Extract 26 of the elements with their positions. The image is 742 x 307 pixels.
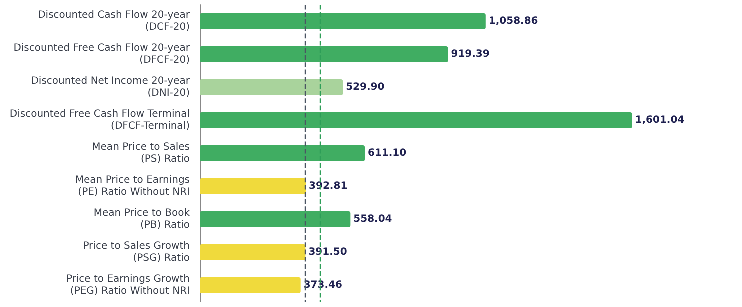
data-label: 611.10: [368, 148, 407, 159]
data-label: 391.50: [308, 247, 348, 258]
y-tick-label: Discounted Free Cash Flow Terminal (DFCF-Terminal): [10, 109, 190, 132]
data-label: 373.46: [304, 280, 342, 291]
y-tick-label: Discounted Net Income 20-year (DNI-20): [31, 76, 191, 99]
y-tick-label: Discounted Cash Flow 20-year (DCF-20): [38, 10, 191, 33]
y-tick-label: Mean Price to Sales (PS) Ratio: [92, 142, 190, 165]
bar: [200, 46, 448, 62]
bar: [200, 14, 486, 30]
y-tick-label: Price to Earnings Growth (PEG) Ratio Without NRI: [66, 274, 190, 297]
data-label: 529.90: [346, 82, 385, 93]
y-tick-label: Mean Price to Book (PB) Ratio: [94, 208, 190, 231]
bar: [200, 278, 301, 294]
bar: [200, 244, 306, 260]
bar: [200, 178, 306, 194]
bar: [200, 112, 632, 128]
data-label: 558.04: [354, 214, 392, 225]
bar: [200, 146, 365, 162]
y-tick-label: Mean Price to Earnings (PE) Ratio Without NRI: [75, 175, 190, 198]
bar: [200, 80, 344, 96]
data-label: 919.39: [451, 49, 490, 60]
data-label: 1,601.04: [635, 115, 685, 126]
data-label: 1,058.86: [488, 16, 538, 27]
bar: [200, 212, 351, 228]
y-tick-label: Discounted Free Cash Flow 20-year (DFCF-20): [14, 43, 191, 66]
y-tick-label: Price to Sales Growth (PSG) Ratio: [83, 241, 190, 264]
